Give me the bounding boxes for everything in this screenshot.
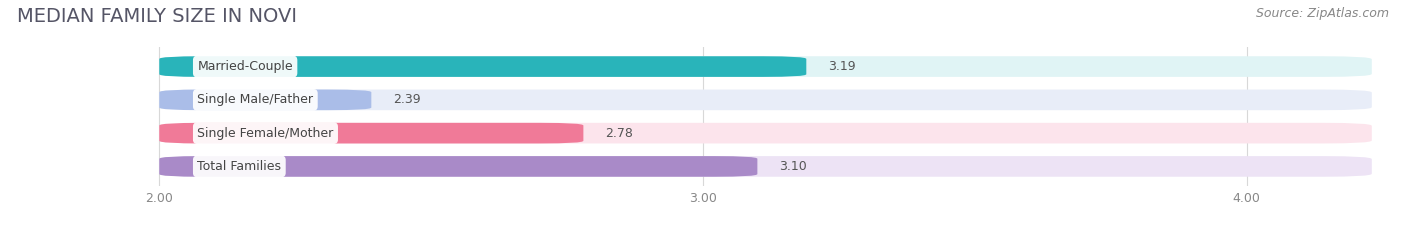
Text: 3.10: 3.10 bbox=[779, 160, 807, 173]
FancyBboxPatch shape bbox=[159, 56, 1372, 77]
Text: Total Families: Total Families bbox=[197, 160, 281, 173]
Text: 2.78: 2.78 bbox=[605, 127, 633, 140]
FancyBboxPatch shape bbox=[159, 123, 583, 144]
FancyBboxPatch shape bbox=[159, 89, 1372, 110]
Text: Married-Couple: Married-Couple bbox=[197, 60, 292, 73]
Text: 3.19: 3.19 bbox=[828, 60, 856, 73]
FancyBboxPatch shape bbox=[159, 89, 371, 110]
FancyBboxPatch shape bbox=[159, 156, 1372, 177]
Text: 2.39: 2.39 bbox=[394, 93, 420, 106]
Text: Source: ZipAtlas.com: Source: ZipAtlas.com bbox=[1256, 7, 1389, 20]
FancyBboxPatch shape bbox=[159, 156, 758, 177]
Text: Single Female/Mother: Single Female/Mother bbox=[197, 127, 333, 140]
FancyBboxPatch shape bbox=[159, 56, 806, 77]
FancyBboxPatch shape bbox=[159, 123, 1372, 144]
Text: MEDIAN FAMILY SIZE IN NOVI: MEDIAN FAMILY SIZE IN NOVI bbox=[17, 7, 297, 26]
Text: Single Male/Father: Single Male/Father bbox=[197, 93, 314, 106]
